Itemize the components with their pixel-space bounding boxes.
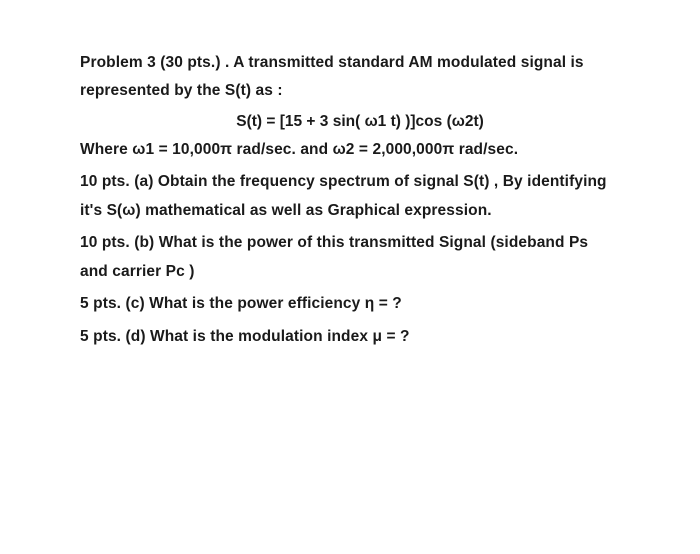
where-line: Where ω1 = 10,000π rad/sec. and ω2 = 2,0… (80, 139, 640, 161)
problem-text-block: Problem 3 (30 pts.) . A transmitted stan… (80, 52, 640, 354)
part-d-line: 5 pts. (d) What is the modulation index … (80, 326, 640, 348)
problem-heading-line1: Problem 3 (30 pts.) . A transmitted stan… (80, 52, 640, 74)
problem-heading-line2: represented by the S(t) as : (80, 80, 640, 102)
part-c-line: 5 pts. (c) What is the power efficiency … (80, 293, 640, 315)
part-b-line2: and carrier Pc ) (80, 261, 640, 283)
signal-equation: S(t) = [15 + 3 sin( ω1 t) )]cos (ω2t) (80, 113, 640, 131)
part-a-line1: 10 pts. (a) Obtain the frequency spectru… (80, 171, 640, 193)
part-b-line1: 10 pts. (b) What is the power of this tr… (80, 232, 640, 254)
part-a-line2: it's S(ω) mathematical as well as Graphi… (80, 200, 640, 222)
